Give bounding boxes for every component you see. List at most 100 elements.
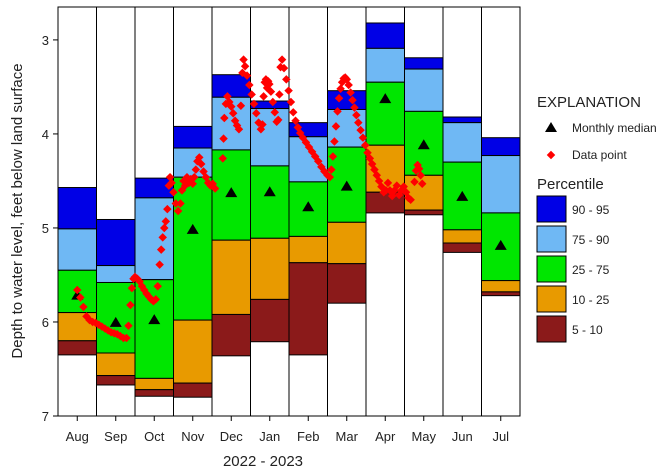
- data-point-markers: [73, 55, 427, 343]
- data-point: [352, 110, 361, 120]
- x-tick-label: Jun: [452, 429, 473, 444]
- data-point: [265, 79, 274, 89]
- band-75-90-may: [404, 68, 444, 112]
- band-5-10-may: [404, 209, 444, 216]
- y-tick-label: 3: [42, 33, 49, 48]
- data-point: [161, 217, 171, 226]
- data-point: [268, 97, 278, 107]
- band-90-95-sep: [96, 218, 136, 267]
- data-point: [188, 179, 197, 189]
- legend-point-label: Data point: [572, 148, 627, 162]
- data-point: [392, 181, 402, 190]
- legend-swatch: [536, 225, 567, 253]
- band-10-25-dec: [211, 239, 251, 315]
- data-point: [176, 199, 185, 208]
- median-marker-feb: [302, 201, 315, 212]
- legend-swatch-label: 25 - 75: [572, 263, 610, 277]
- x-tick-label: Feb: [297, 429, 319, 444]
- band-25-75-jan: [250, 165, 290, 239]
- x-axis-label: 2022 - 2023: [223, 453, 303, 470]
- data-point: [252, 109, 261, 118]
- data-point: [242, 71, 252, 80]
- band-25-75-oct: [134, 279, 174, 379]
- data-point: [228, 109, 238, 118]
- band-5-10-oct: [134, 389, 174, 397]
- legend-median-label: Monthly median: [572, 121, 657, 135]
- band-5-10-feb: [288, 262, 328, 356]
- data-point: [348, 95, 357, 105]
- data-point: [227, 102, 236, 111]
- legend-title: EXPLANATION: [537, 94, 641, 111]
- data-point: [258, 120, 267, 129]
- data-point: [73, 285, 82, 295]
- y-tick-label: 6: [42, 315, 49, 330]
- data-point: [406, 195, 415, 204]
- data-point: [291, 116, 300, 126]
- data-point: [127, 283, 137, 293]
- band-10-25-feb: [288, 235, 328, 264]
- data-point: [333, 107, 342, 116]
- median-marker-jan: [263, 186, 276, 197]
- x-tick-label: Aug: [66, 429, 89, 444]
- data-point: [416, 171, 425, 180]
- data-point: [210, 184, 220, 193]
- x-tick-label: Mar: [336, 429, 359, 444]
- data-point: [220, 113, 229, 123]
- data-point: [331, 122, 341, 131]
- data-point: [284, 86, 293, 95]
- data-point: [122, 333, 131, 343]
- y-axis-ticks: 3 4 5 6 7: [42, 33, 58, 424]
- data-point: [155, 260, 164, 269]
- data-point: [354, 118, 363, 127]
- data-point: [245, 80, 254, 90]
- data-point: [195, 153, 204, 162]
- data-point: [247, 90, 256, 99]
- median-marker-sep: [109, 316, 122, 327]
- legend-swatch: [536, 195, 567, 223]
- band-10-25-jan: [250, 237, 290, 300]
- legend-swatch: [536, 285, 567, 313]
- data-point: [158, 233, 167, 242]
- data-point: [360, 140, 370, 150]
- band-90-95-jul: [481, 137, 521, 157]
- data-point: [124, 321, 133, 330]
- data-point: [163, 204, 172, 214]
- legend-swatch: [536, 315, 567, 343]
- data-point: [76, 293, 85, 302]
- band-75-90-apr: [365, 47, 405, 83]
- data-point: [160, 223, 169, 233]
- data-point: [336, 84, 345, 94]
- band-75-90-sep: [96, 265, 136, 283]
- band-25-75-nov: [173, 176, 213, 321]
- data-point: [191, 165, 201, 174]
- band-10-25-jun: [442, 229, 482, 244]
- band-10-25-aug: [57, 312, 97, 342]
- band-5-10-jan: [250, 298, 290, 343]
- median-marker-mar: [340, 180, 353, 191]
- data-point: [171, 199, 181, 208]
- median-marker-jul: [494, 239, 507, 250]
- band-10-25-sep: [96, 352, 136, 377]
- data-point: [328, 152, 338, 161]
- data-point: [273, 115, 283, 125]
- data-point: [151, 295, 161, 304]
- data-point: [282, 75, 291, 84]
- band-90-95-dec: [211, 74, 251, 98]
- plot-frame: [57, 6, 521, 417]
- x-tick-label: Oct: [144, 429, 165, 444]
- data-point: [277, 55, 287, 64]
- band-90-95-may: [404, 57, 444, 70]
- band-5-10-dec: [211, 313, 251, 357]
- data-point: [79, 302, 88, 312]
- band-25-75-sep: [96, 281, 136, 354]
- legend-swatch-label: 10 - 25: [572, 293, 610, 307]
- legend-median-marker: [545, 122, 557, 132]
- data-point: [239, 55, 248, 64]
- legend: EXPLANATION Monthly median Data point Pe…: [536, 94, 657, 343]
- x-tick-label: Dec: [220, 429, 244, 444]
- data-point: [344, 80, 353, 90]
- band-90-95-nov: [173, 125, 213, 149]
- median-marker-apr: [379, 93, 392, 104]
- data-point: [414, 164, 424, 173]
